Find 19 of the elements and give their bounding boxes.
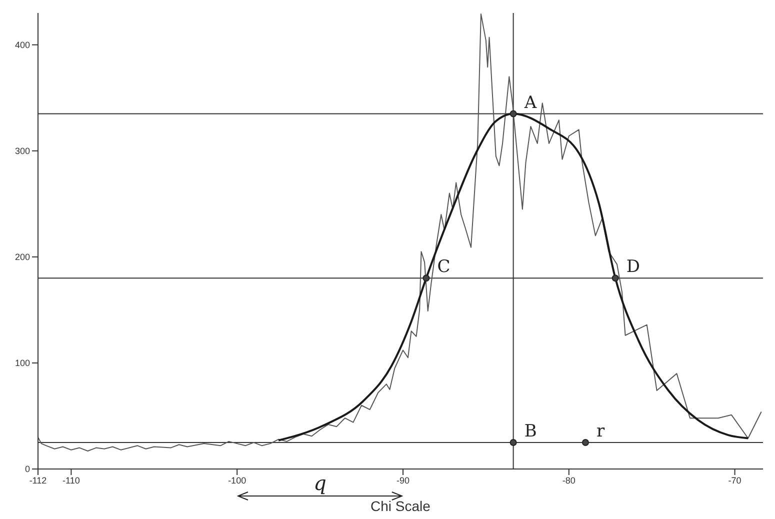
annotation: C (437, 257, 450, 278)
line-series (38, 14, 762, 452)
x-tick-label: -90 (396, 475, 410, 486)
y-tick-label: 300 (14, 146, 30, 156)
x-tick-label: -80 (562, 475, 576, 486)
annotation: B (524, 422, 537, 442)
x-axis-title: Chi Scale (370, 498, 431, 514)
y-tick-label: 200 (14, 252, 30, 262)
x-tick-label: -112 (29, 475, 47, 486)
annotation: D (626, 257, 640, 278)
x-tick-label: -100 (228, 475, 246, 486)
annotation: A (523, 92, 538, 113)
annotation: r (596, 422, 606, 442)
x-tick-label: -110 (62, 475, 80, 486)
y-tick-label: 100 (14, 358, 30, 368)
text: q (312, 471, 328, 495)
y-tick-label: 0 (24, 464, 30, 474)
y-tick-label: 400 (14, 40, 30, 50)
x-tick-label: -70 (728, 475, 742, 486)
